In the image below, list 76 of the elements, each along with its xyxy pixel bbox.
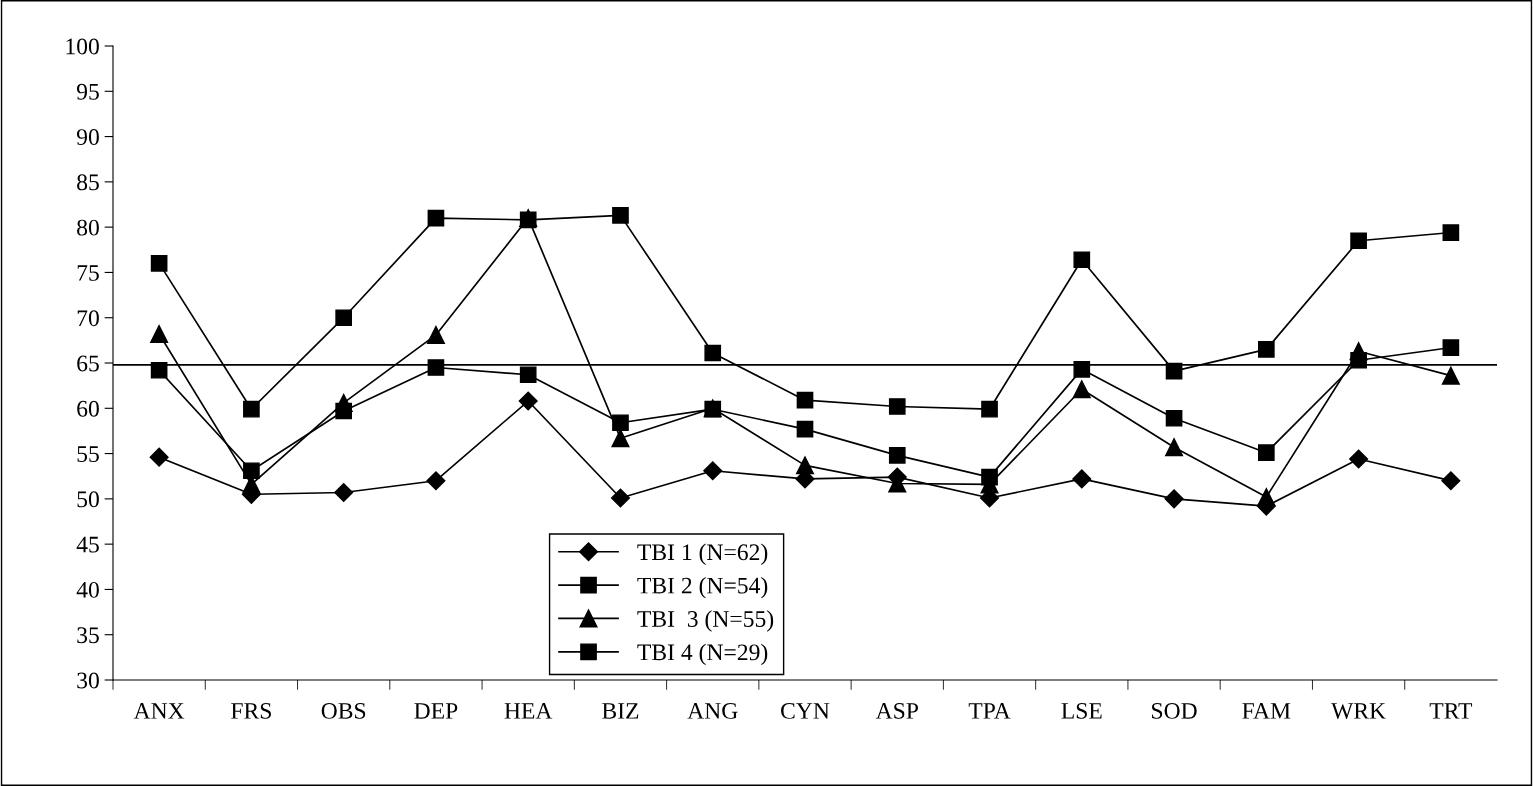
point bbox=[1073, 251, 1091, 269]
point bbox=[888, 398, 906, 415]
point bbox=[795, 456, 815, 475]
y-tick-label: 55 bbox=[77, 446, 99, 462]
y-tick-label: 40 bbox=[76, 581, 99, 598]
point bbox=[981, 400, 998, 418]
point bbox=[519, 366, 537, 384]
y-tick-label: 75 bbox=[77, 265, 99, 281]
point bbox=[334, 393, 353, 412]
point bbox=[518, 391, 538, 411]
point bbox=[611, 429, 630, 448]
y-tick-label: 85 bbox=[77, 174, 99, 191]
point bbox=[1257, 444, 1275, 461]
point bbox=[610, 488, 631, 508]
legend-label: TBI 1 (N=62) bbox=[637, 543, 768, 565]
x-tick-label: TRT bbox=[1429, 703, 1473, 719]
legend-label: TBI 4 (N=29) bbox=[637, 643, 768, 666]
y-tick-label: 65 bbox=[77, 355, 99, 372]
point bbox=[1441, 366, 1460, 385]
y-tick-label: 45 bbox=[76, 536, 99, 553]
y-tick-label: 70 bbox=[77, 310, 99, 327]
point bbox=[1442, 224, 1460, 241]
x-tick-label: CYN bbox=[781, 702, 830, 719]
point bbox=[149, 447, 169, 467]
point bbox=[1072, 469, 1092, 489]
point bbox=[796, 391, 814, 409]
y-tick-label: 60 bbox=[77, 400, 99, 417]
y-tick-label: 50 bbox=[77, 491, 99, 508]
x-tick-label: FRS bbox=[231, 702, 271, 719]
x-tick-label: SOD bbox=[1152, 702, 1197, 719]
y-tick-label: 80 bbox=[77, 219, 99, 236]
point bbox=[1349, 449, 1369, 469]
point bbox=[1442, 339, 1460, 356]
point bbox=[703, 461, 723, 481]
x-tick-label: WRK bbox=[1331, 703, 1386, 719]
point bbox=[1164, 489, 1184, 509]
legend-label: TBI 2 (N=54) bbox=[637, 576, 768, 599]
point bbox=[1257, 341, 1275, 358]
point bbox=[888, 447, 906, 464]
point bbox=[1350, 232, 1367, 250]
point bbox=[612, 207, 629, 224]
point bbox=[1257, 488, 1276, 507]
point bbox=[1073, 361, 1091, 378]
y-tick-label: 100 bbox=[66, 38, 99, 55]
x-tick-label: HEA bbox=[504, 703, 553, 719]
point bbox=[426, 471, 446, 491]
point bbox=[243, 400, 260, 418]
point bbox=[1165, 409, 1183, 427]
point bbox=[150, 324, 169, 344]
point bbox=[612, 414, 629, 432]
point bbox=[1072, 380, 1091, 399]
y-tick-label: 90 bbox=[76, 129, 99, 145]
point bbox=[334, 482, 354, 503]
point bbox=[1349, 342, 1368, 361]
point bbox=[335, 309, 353, 327]
point bbox=[1165, 438, 1184, 457]
legend-label: TBI 3 (N=55) bbox=[637, 610, 774, 632]
point bbox=[1441, 471, 1461, 491]
point bbox=[427, 209, 445, 227]
point bbox=[796, 420, 814, 438]
y-tick-label: 95 bbox=[76, 83, 99, 100]
point bbox=[426, 325, 445, 344]
x-tick-label: ANG bbox=[687, 702, 738, 719]
point bbox=[243, 462, 260, 480]
x-tick-label: LSE bbox=[1061, 702, 1102, 719]
y-tick-label: 35 bbox=[77, 627, 99, 644]
x-tick-label: FAM bbox=[1242, 703, 1291, 719]
x-tick-label: ASP bbox=[875, 702, 918, 719]
x-tick-label: DEP bbox=[414, 703, 458, 719]
y-tick-label: 30 bbox=[77, 672, 99, 689]
x-tick-label: TPA bbox=[968, 703, 1011, 719]
point bbox=[150, 255, 168, 272]
x-tick-label: BIZ bbox=[602, 703, 639, 719]
point bbox=[704, 344, 722, 362]
x-tick-label: ANX bbox=[133, 703, 185, 719]
x-tick-label: OBS bbox=[321, 702, 366, 719]
